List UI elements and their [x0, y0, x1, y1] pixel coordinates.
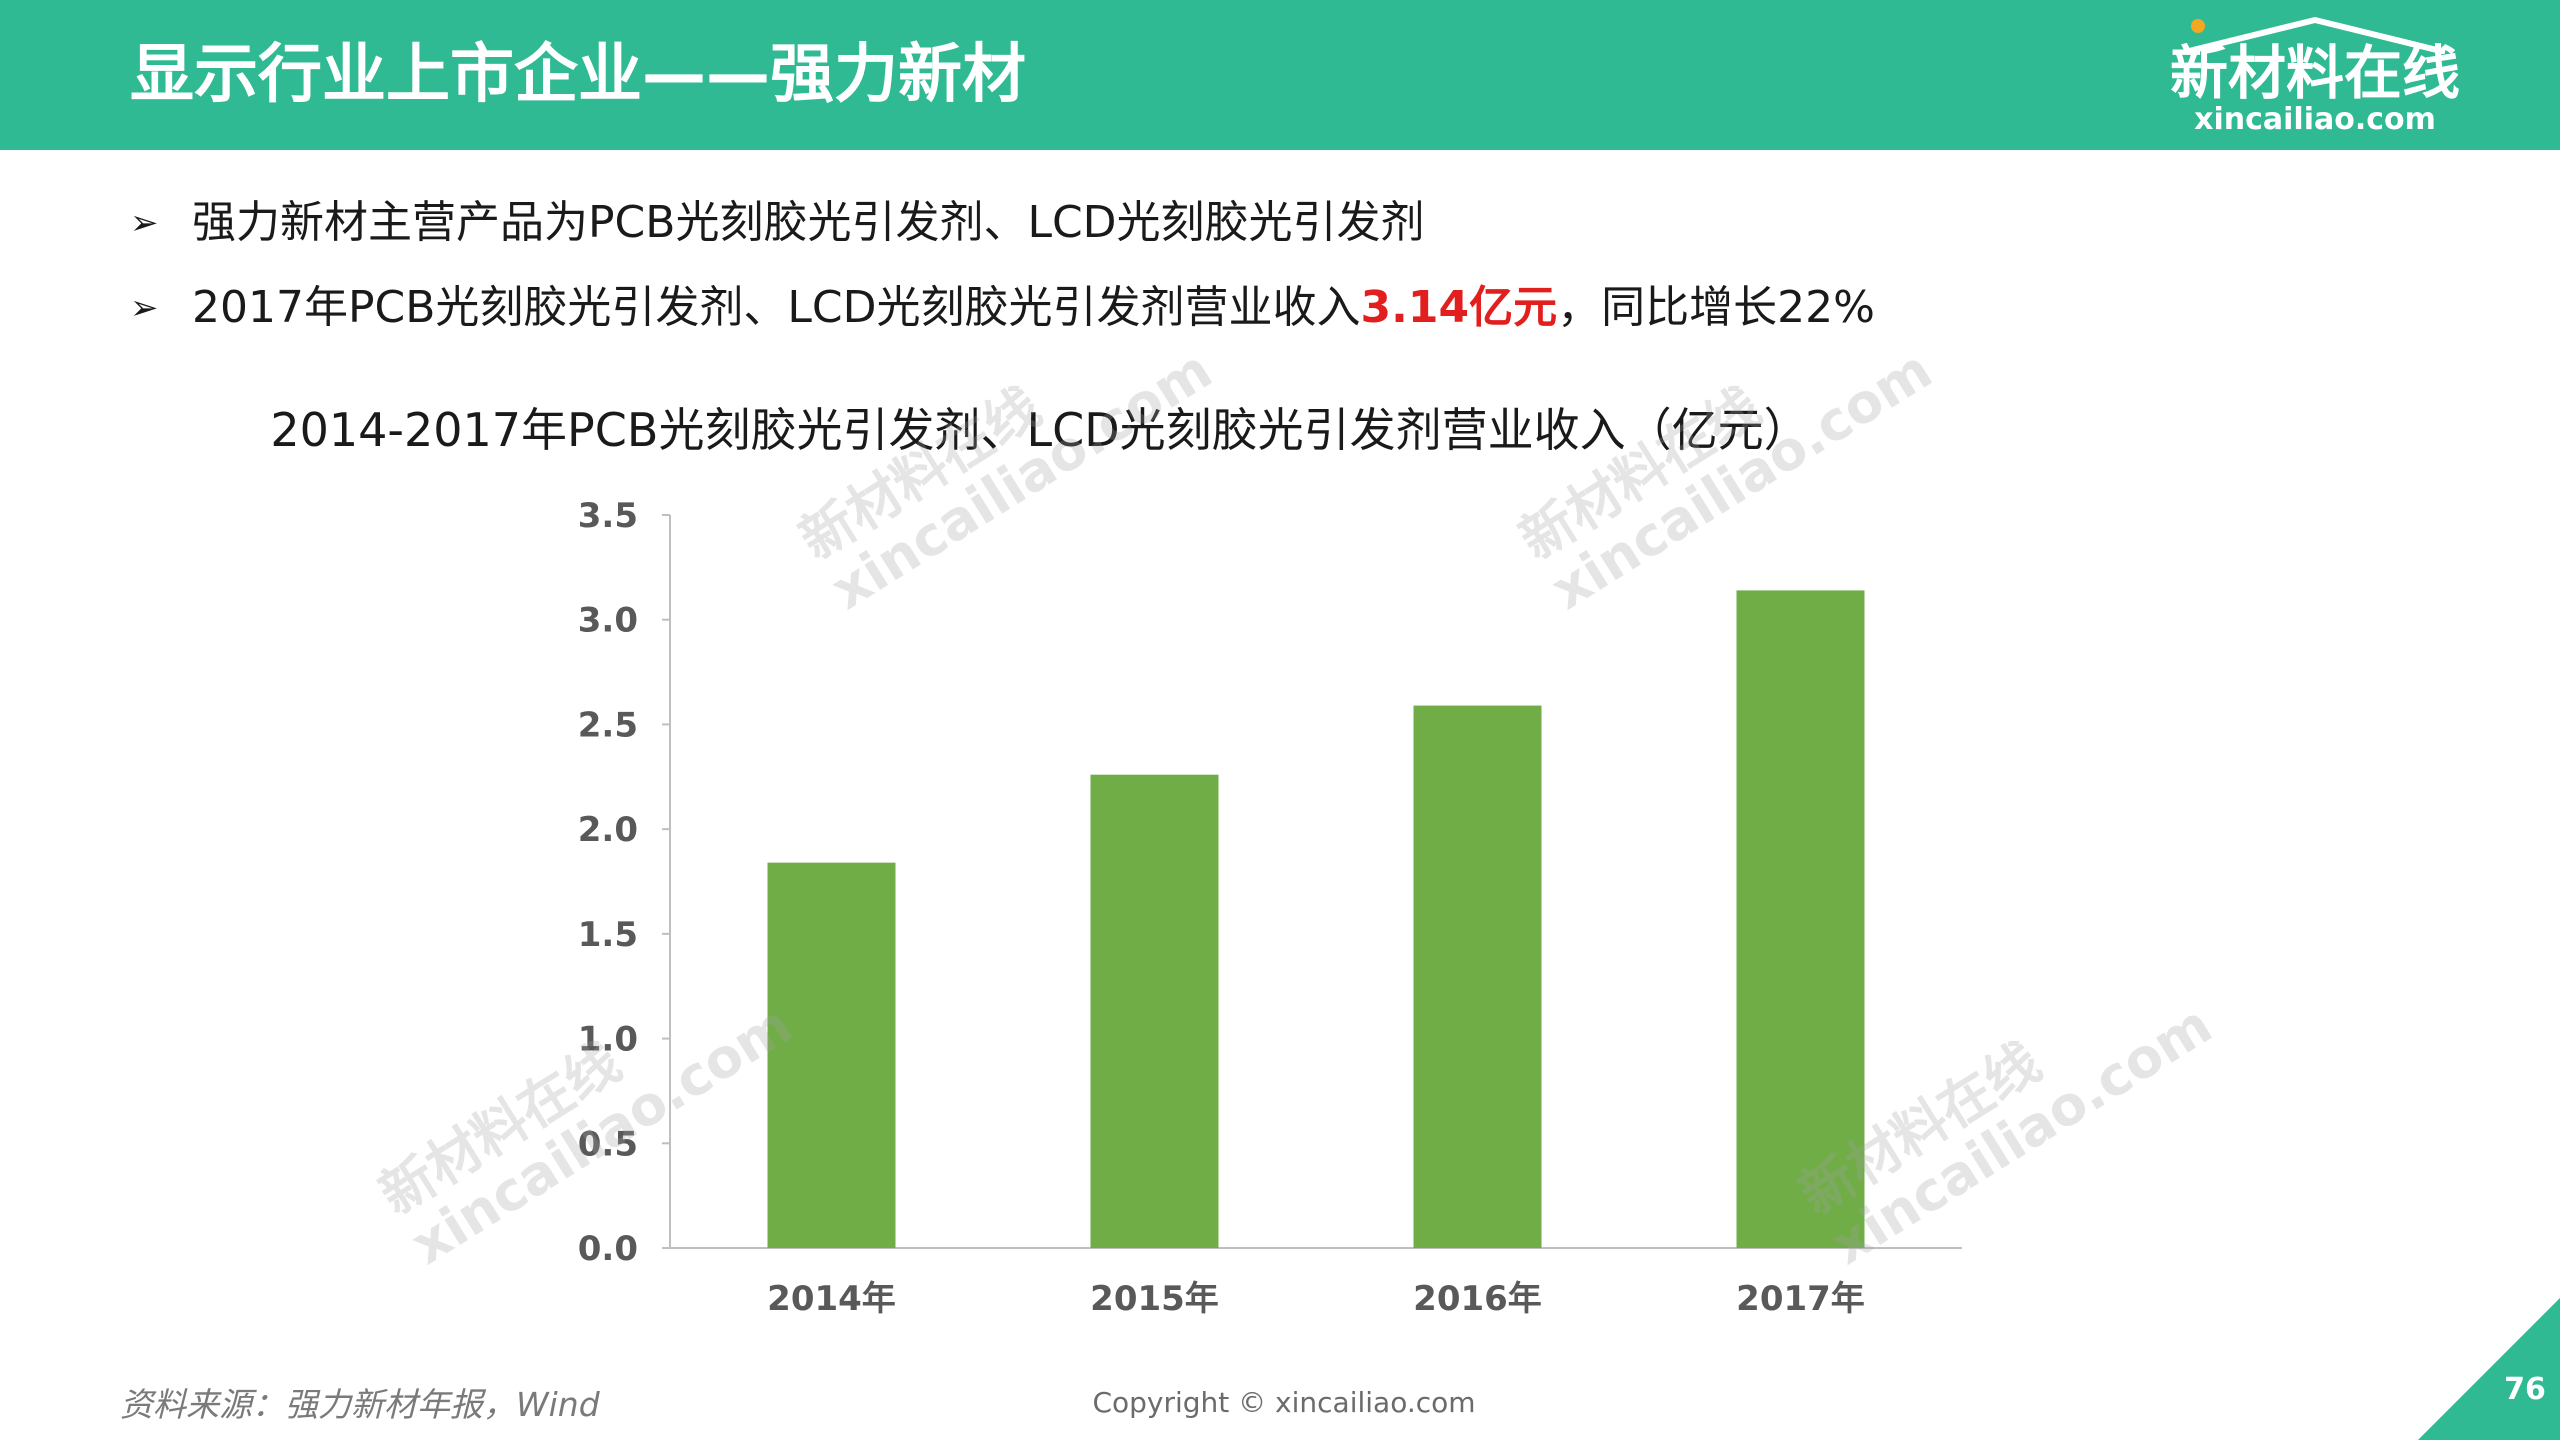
arrow-bullet-icon: ➢	[130, 203, 159, 243]
x-tick-label: 2015年	[1090, 1279, 1219, 1319]
logo-chinese-text: 新材料在线	[2169, 39, 2460, 107]
page-number: 76	[2504, 1372, 2546, 1407]
logo-english-text: xincailiao.com	[2194, 102, 2436, 137]
source-note: 资料来源：强力新材年报，Wind	[120, 1385, 600, 1424]
bullet-item: ➢ 2017年PCB光刻胶光引发剂、LCD光刻胶光引发剂营业收入3.14亿元，同比…	[130, 275, 1875, 341]
header-bar: 显示行业上市企业——强力新材 新材料在线 xincailiao.com	[0, 0, 2560, 150]
y-tick-label: 3.5	[578, 496, 638, 536]
x-tick-label: 2016年	[1413, 1279, 1542, 1319]
bullet-text: 强力新材主营产品为PCB光刻胶光引发剂、LCD光刻胶光引发剂	[192, 197, 1425, 248]
y-tick-label: 3.0	[578, 601, 638, 641]
page-title: 显示行业上市企业——强力新材	[130, 38, 1026, 112]
y-tick-label: 1.5	[578, 915, 638, 955]
y-tick-label: 1.0	[578, 1020, 638, 1060]
revenue-highlight: 3.14亿元	[1360, 282, 1558, 333]
chart-title: 2014-2017年PCB光刻胶光引发剂、LCD光刻胶光引发剂营业收入（亿元）	[270, 403, 1810, 457]
y-tick-label: 0.0	[578, 1229, 638, 1269]
y-tick-label: 2.5	[578, 705, 638, 745]
y-tick-label: 0.5	[578, 1124, 638, 1164]
bar-2016年	[1413, 705, 1542, 1248]
arrow-bullet-icon: ➢	[130, 288, 159, 328]
bullet-item: ➢ 强力新材主营产品为PCB光刻胶光引发剂、LCD光刻胶光引发剂	[130, 190, 1425, 256]
logo-roof-icon	[2184, 17, 2446, 54]
y-tick-label: 2.0	[578, 810, 638, 850]
copyright-label: Copyright © xincailiao.com	[1092, 1386, 1476, 1419]
bullet-text: 2017年PCB光刻胶光引发剂、LCD光刻胶光引发剂营业收入	[192, 282, 1361, 333]
brand-logo: 新材料在线 xincailiao.com	[2165, 14, 2465, 139]
bar-2017年	[1736, 590, 1865, 1248]
bar-2014年	[767, 862, 896, 1248]
bullet-text-tail: ，同比增长22%	[1557, 282, 1875, 333]
x-tick-label: 2014年	[767, 1279, 896, 1319]
copyright-text: Copyright © xincailiao.com	[0, 1378, 2560, 1428]
bar-2015年	[1090, 774, 1219, 1248]
x-tick-label: 2017年	[1736, 1279, 1865, 1319]
